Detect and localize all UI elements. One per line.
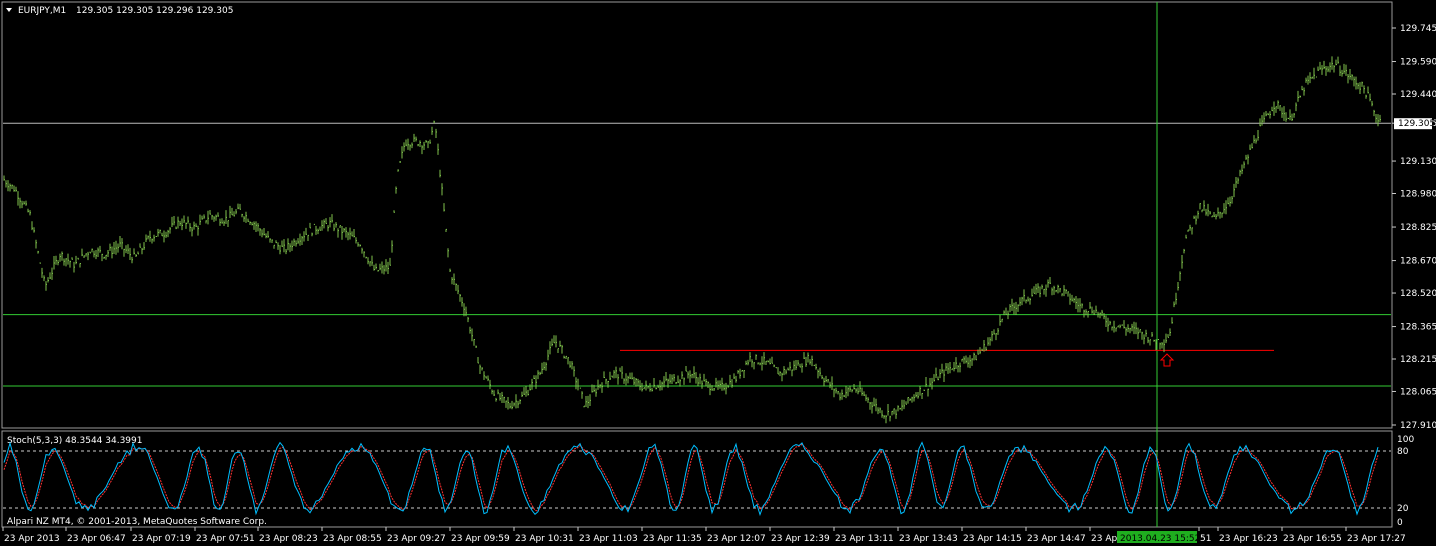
current-price-marker [1394, 118, 1432, 130]
price-tick-label: 128.825 [1400, 223, 1436, 233]
symbol-label: EURJPY,M1 [18, 6, 66, 16]
time-axis: 23 Apr 2013 23 Apr 06:47 23 Apr 07:19 23 Ap… [2, 527, 1406, 544]
price-tick-label: 129.440 [1400, 90, 1436, 100]
time-tick-label: 23 Apr 10:31 [515, 534, 574, 544]
current-price-label: 129.305 [1398, 119, 1435, 129]
price-panel-frame [1, 1, 1393, 429]
time-tick-label: 23 Apr 14:15 [963, 534, 1022, 544]
time-tick-label: 23 Apr 07:51 [196, 534, 255, 544]
time-tick-label: 23 Apr 15: [1091, 534, 1138, 544]
price-tick-label: 129.590 [1400, 58, 1436, 68]
price-tick-label: 129.745 [1400, 24, 1436, 34]
copyright-text: Alpari NZ MT4, © 2001-2013, MetaQuotes S… [7, 517, 267, 527]
stoch-level-20-label: 20 [1397, 504, 1409, 514]
time-tick-label: 23 Apr 09:27 [387, 534, 446, 544]
time-tick-label: 23 Apr 06:47 [67, 534, 126, 544]
crosshair-time-marker [1117, 531, 1197, 543]
price-tick-label: 128.215 [1400, 355, 1436, 365]
quote-values: 129.305 129.305 129.296 129.305 [76, 6, 233, 16]
indicator-title: Stoch(5,3,3) 48.3544 34.3991 [7, 436, 142, 446]
time-tick-label: 23 Apr 09:59 [451, 534, 510, 544]
price-tick-label: 128.365 [1400, 323, 1436, 333]
price-tick-label: 128.670 [1400, 257, 1436, 267]
stoch-level-80-label: 80 [1397, 447, 1409, 457]
crosshair-time-label: 2013.04.23 15:52 [1120, 534, 1200, 544]
indicator-panel-frame [1, 430, 1393, 528]
time-tick-label: 23 Apr 13:43 [899, 534, 958, 544]
time-tick-label: 23 Apr 11:35 [643, 534, 702, 544]
price-tick-label: 128.065 [1400, 387, 1436, 397]
time-tick-label: 23 Apr 14:47 [1027, 534, 1086, 544]
triangle-down-icon[interactable] [6, 8, 12, 12]
stoch-level-0-label: 0 [1397, 518, 1403, 528]
stoch-main-line [3, 441, 1379, 517]
time-tick-label: 51 [1200, 534, 1211, 544]
stoch-level-100-label: 100 [1397, 435, 1414, 445]
time-tick-label: 23 Apr 12:07 [707, 534, 766, 544]
time-tick-label: 23 Apr 12:39 [771, 534, 830, 544]
price-tick-label: 128.980 [1400, 190, 1436, 200]
horizontal-lines[interactable] [3, 122, 1391, 387]
time-tick-label: 23 Apr 08:55 [323, 534, 382, 544]
time-tick-label: 23 Apr 17:27 [1347, 534, 1406, 544]
price-series [3, 56, 1381, 424]
price-tick-label: 127.910 [1400, 421, 1436, 431]
time-tick-label: 23 Apr 07:19 [132, 534, 191, 544]
time-tick-label: 23 Apr 13:11 [835, 534, 894, 544]
time-tick-label: 23 Apr 11:03 [579, 534, 638, 544]
stochastic-oscillator [3, 441, 1379, 517]
time-tick-label: 23 Apr 16:23 [1219, 534, 1278, 544]
time-tick-label: 23 Apr 2013 [4, 534, 60, 544]
time-tick-label: 23 Apr 16:55 [1283, 534, 1342, 544]
up-arrow-icon[interactable] [1159, 353, 1175, 367]
stoch-signal-line [3, 443, 1379, 512]
price-tick-label: 128.520 [1400, 289, 1436, 299]
time-tick-label: 23 Apr 08:23 [259, 534, 318, 544]
price-tick-label: 129.130 [1400, 157, 1436, 167]
